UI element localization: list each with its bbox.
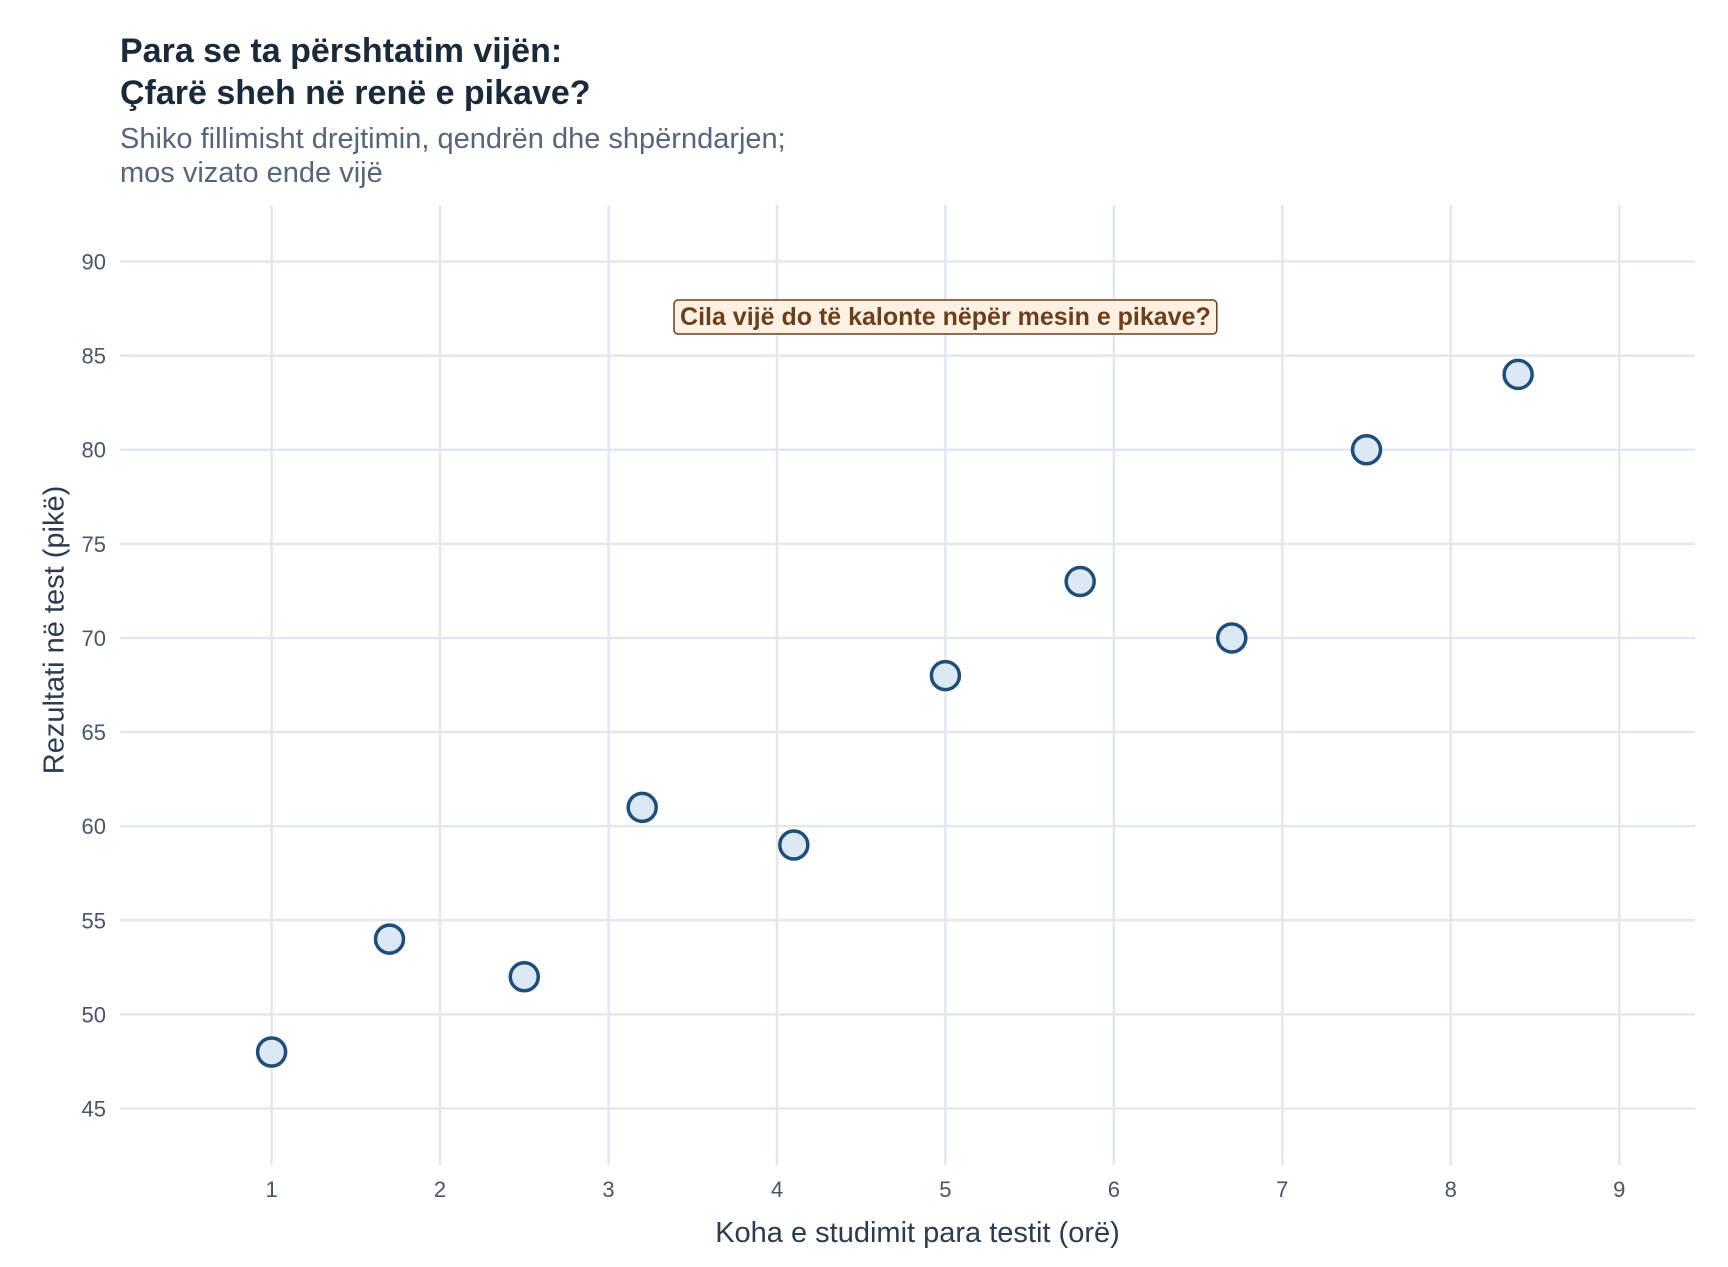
data-point	[1502, 358, 1534, 391]
data-point	[778, 829, 810, 861]
y-tick-label: 55	[82, 908, 106, 933]
x-tick-label: 2	[434, 1177, 446, 1202]
annotation-group: Cila vijë do të kalonte nëpër mesin e pi…	[673, 299, 1218, 335]
y-tick-label: 50	[82, 1002, 106, 1027]
data-point	[1350, 433, 1383, 466]
y-tick-label: 60	[82, 814, 106, 839]
x-tick-label: 6	[1108, 1177, 1120, 1202]
x-axis-label: Koha e studimit para testit (orë)	[715, 1217, 1120, 1249]
y-tick-label: 65	[82, 720, 106, 745]
x-tick-label: 1	[265, 1177, 277, 1202]
y-tick-label: 85	[82, 344, 106, 369]
chart-subtitle: Shiko fillimisht drejtimin, qendrën dhe …	[120, 122, 786, 190]
x-tick-label: 3	[602, 1177, 614, 1202]
data-point	[373, 923, 406, 955]
data-point	[929, 659, 962, 692]
data-point	[508, 961, 541, 993]
y-axis-label: Rezultati në test (pikë)	[39, 486, 71, 775]
chart-subtitle-line-1: Shiko fillimisht drejtimin, qendrën dhe …	[120, 123, 786, 155]
data-point	[626, 791, 658, 824]
chart-subtitle-line-2: mos vizato ende vijë	[120, 157, 383, 189]
y-tick-label: 75	[82, 532, 106, 557]
chart-title-line-2: Çfarë sheh në renë e pikave?	[120, 74, 591, 112]
annotation-text: Cila vijë do të kalonte nëpër mesin e pi…	[680, 303, 1211, 331]
chart-title-line-1: Para se ta përshtatim vijën:	[120, 32, 563, 70]
y-tick-label: 70	[82, 626, 106, 651]
x-tick-label: 4	[771, 1177, 783, 1202]
data-point	[1216, 622, 1248, 654]
annotation-box	[673, 299, 1218, 335]
data-point	[255, 1036, 288, 1068]
y-tick-label: 45	[82, 1097, 106, 1122]
data-point	[1064, 565, 1096, 598]
x-tick-label: 8	[1445, 1177, 1457, 1202]
y-tick-label: 80	[82, 438, 106, 463]
x-tick-label: 5	[939, 1177, 951, 1202]
data-points	[255, 358, 1534, 1068]
grid	[120, 205, 1695, 1165]
y-tick-label: 90	[82, 249, 106, 274]
x-tick-label: 7	[1276, 1177, 1288, 1202]
chart-title: Para se ta përshtatim vijën: Çfarë sheh …	[120, 30, 591, 114]
x-tick-label: 9	[1613, 1177, 1625, 1202]
